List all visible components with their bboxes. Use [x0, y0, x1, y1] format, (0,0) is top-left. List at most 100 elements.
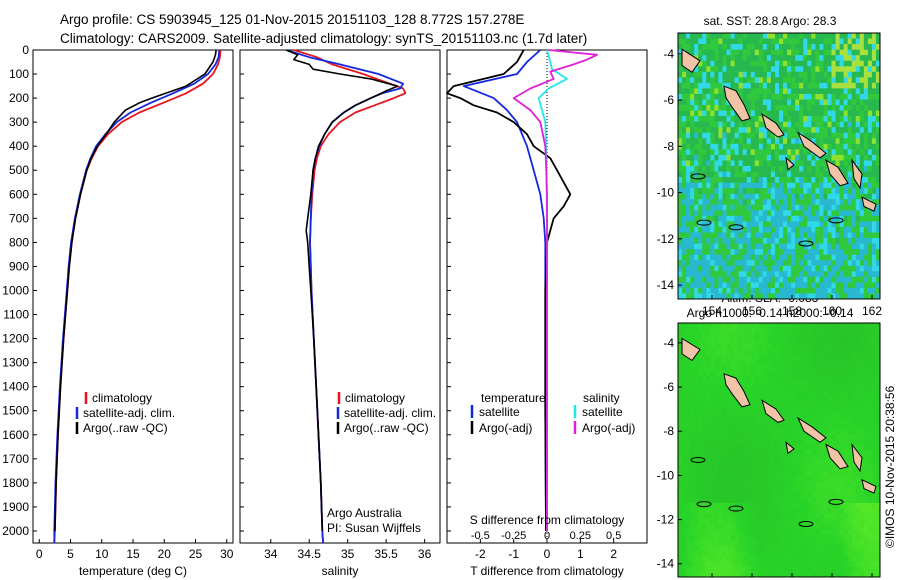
map-cell: [694, 38, 699, 45]
map-cell: [803, 460, 808, 467]
map-cell: [799, 508, 804, 514]
map-cell: [754, 210, 760, 217]
map-cell: [710, 210, 715, 217]
map-cell: [803, 571, 808, 578]
map-cell: [718, 88, 723, 95]
map-cell: [758, 529, 764, 536]
map-cell: [791, 407, 796, 414]
map-cell: [875, 138, 881, 145]
map-cell: [795, 571, 800, 578]
map-cell: [690, 260, 695, 267]
legend3-sal-head: salinity: [583, 391, 620, 405]
map-cell: [714, 444, 719, 451]
map-cell: [803, 444, 808, 451]
map-cell: [823, 428, 828, 435]
map-cell: [827, 127, 832, 134]
map-cell: [815, 492, 820, 499]
map-cell: [807, 33, 812, 39]
map-cell: [686, 132, 691, 139]
map-cell: [694, 160, 699, 167]
map-cell: [783, 508, 788, 514]
map-cell: [722, 138, 727, 145]
depth-tick-label: 400: [9, 139, 29, 153]
map-cell: [690, 561, 695, 567]
map-cell: [839, 561, 845, 567]
map-cell: [710, 450, 715, 456]
map-cell: [795, 265, 800, 272]
map-cell: [791, 177, 796, 184]
map-cell: [807, 397, 812, 403]
map-cell: [839, 271, 845, 278]
map-cell: [678, 166, 683, 172]
depth-tick-label: 1200: [2, 332, 29, 346]
map-cell: [734, 138, 739, 145]
map-cell: [750, 199, 756, 206]
map-cell: [847, 524, 853, 530]
map-cell: [766, 282, 772, 289]
map-cell: [875, 193, 881, 200]
map-cell: [823, 149, 828, 156]
map-cell: [714, 154, 719, 161]
map-cell: [694, 497, 699, 504]
map-cell: [734, 428, 739, 435]
map-cell: [779, 154, 784, 161]
map-cell: [690, 177, 695, 184]
map-cell: [843, 287, 849, 294]
map-cell: [835, 412, 840, 419]
map-cell: [787, 338, 792, 345]
map-cell: [766, 328, 772, 334]
map-cell: [807, 99, 812, 106]
map-cell: [779, 370, 784, 377]
map-cell: [867, 221, 873, 228]
map-cell: [811, 55, 816, 62]
map-cell: [867, 349, 873, 356]
map-cell: [770, 508, 776, 514]
map-cell: [803, 555, 808, 562]
map-cell: [839, 44, 845, 51]
map-cell: [875, 105, 881, 111]
map-cell: [799, 293, 804, 300]
map-cell: [839, 328, 845, 334]
map-cell: [762, 143, 768, 150]
map-cell: [726, 344, 731, 350]
map-cell: [726, 476, 731, 483]
map-cell: [871, 166, 877, 172]
map-cell: [738, 354, 744, 361]
map-cell: [807, 226, 812, 233]
map-cell: [807, 529, 812, 536]
map-cell: [827, 365, 832, 372]
map-cell: [706, 349, 711, 356]
map-cell: [706, 497, 711, 504]
map-cell: [730, 407, 735, 414]
map-cell: [682, 215, 687, 222]
map-cell: [726, 391, 731, 398]
map-cell: [799, 249, 804, 256]
map-cell: [686, 193, 691, 200]
map-cell: [730, 402, 735, 409]
map-cell: [726, 434, 731, 440]
map-cell: [742, 204, 748, 211]
map-cell: [726, 66, 731, 73]
map-cell: [839, 260, 845, 267]
map-cell: [855, 243, 861, 250]
map-cell: [851, 265, 857, 272]
map-cell: [867, 428, 873, 435]
map-cell: [795, 82, 800, 89]
map-cell: [791, 221, 796, 228]
map-cell: [779, 71, 784, 78]
map-cell: [750, 149, 756, 156]
map-cell: [710, 545, 715, 551]
map-cell: [823, 160, 828, 167]
map-cell: [762, 271, 768, 278]
map-cell: [754, 293, 760, 300]
map-cell: [710, 77, 715, 84]
map-cell: [758, 105, 764, 111]
map-cell: [710, 60, 715, 67]
map-cell: [702, 182, 707, 189]
map-cell: [855, 254, 861, 261]
map-cell: [762, 497, 768, 504]
map-cell: [678, 407, 683, 414]
map-cell: [831, 386, 836, 393]
map-cell: [843, 116, 849, 123]
map-cell: [718, 444, 723, 451]
